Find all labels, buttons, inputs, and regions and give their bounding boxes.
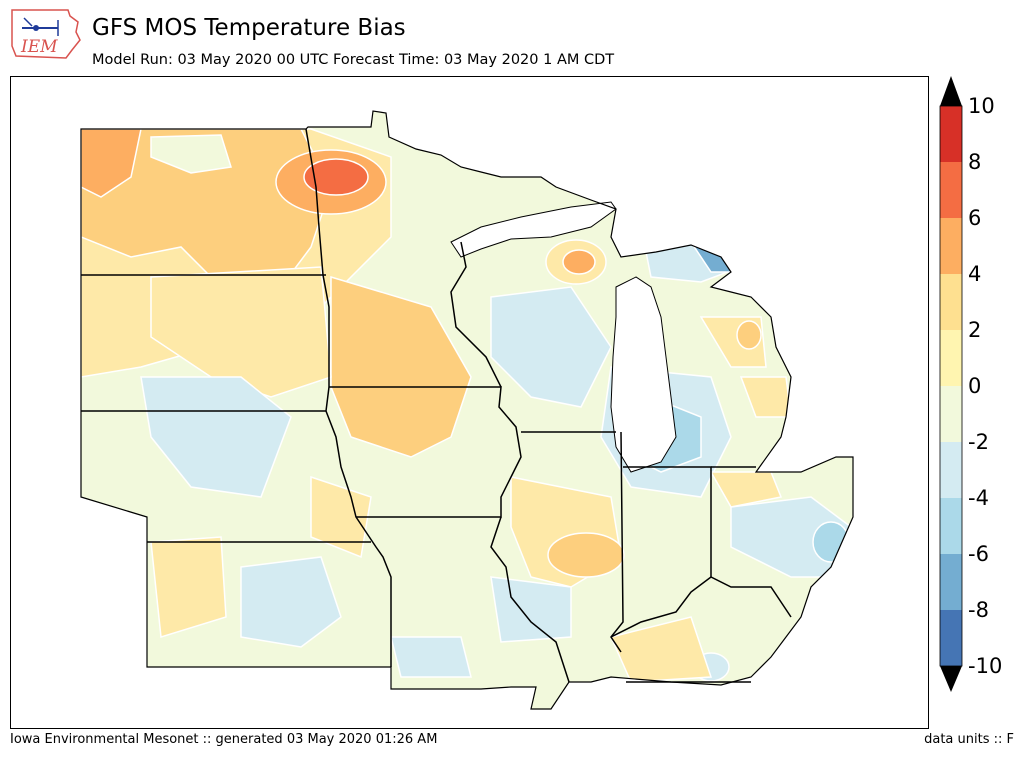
colorbar-tick-label: -10 bbox=[968, 654, 1003, 678]
colorbar-tick-label: -2 bbox=[968, 430, 989, 454]
map-panel bbox=[10, 76, 929, 729]
colorbar bbox=[936, 76, 1016, 696]
colorbar-tick-label: 10 bbox=[968, 94, 995, 118]
page-subtitle: Model Run: 03 May 2020 00 UTC Forecast T… bbox=[92, 52, 615, 68]
page-title: GFS MOS Temperature Bias bbox=[92, 15, 406, 41]
colorbar-swatch-6 bbox=[940, 442, 962, 499]
logo-text: IEM bbox=[20, 37, 58, 57]
colorbar-tick-label: 4 bbox=[968, 262, 982, 286]
colorbar-tick-label: 6 bbox=[968, 206, 982, 230]
iem-logo: IEM bbox=[8, 6, 84, 60]
colorbar-swatch-7 bbox=[940, 498, 962, 555]
colorbar-tick-label: -8 bbox=[968, 598, 989, 622]
colorbar-swatch-3 bbox=[940, 274, 962, 331]
footer-units: data units :: F bbox=[924, 732, 1014, 747]
colorbar-swatch-1 bbox=[940, 162, 962, 219]
footer-credit: Iowa Environmental Mesonet :: generated … bbox=[10, 732, 438, 747]
colorbar-swatch-2 bbox=[940, 218, 962, 275]
colorbar-tick-label: 0 bbox=[968, 374, 982, 398]
colorbar-tick-label: -6 bbox=[968, 542, 989, 566]
colorbar-swatch-5 bbox=[940, 386, 962, 443]
colorbar-swatch-4 bbox=[940, 330, 962, 387]
bias-map bbox=[80, 110, 854, 710]
colorbar-upper-arrow bbox=[940, 76, 962, 106]
colorbar-swatch-0 bbox=[940, 106, 962, 163]
colorbar-tick-label: 8 bbox=[968, 150, 982, 174]
colorbar-lower-arrow bbox=[940, 666, 962, 692]
colorbar-swatch-9 bbox=[940, 610, 962, 666]
colorbar-swatch-8 bbox=[940, 554, 962, 611]
colorbar-tick-label: 2 bbox=[968, 318, 982, 342]
colorbar-tick-label: -4 bbox=[968, 486, 989, 510]
